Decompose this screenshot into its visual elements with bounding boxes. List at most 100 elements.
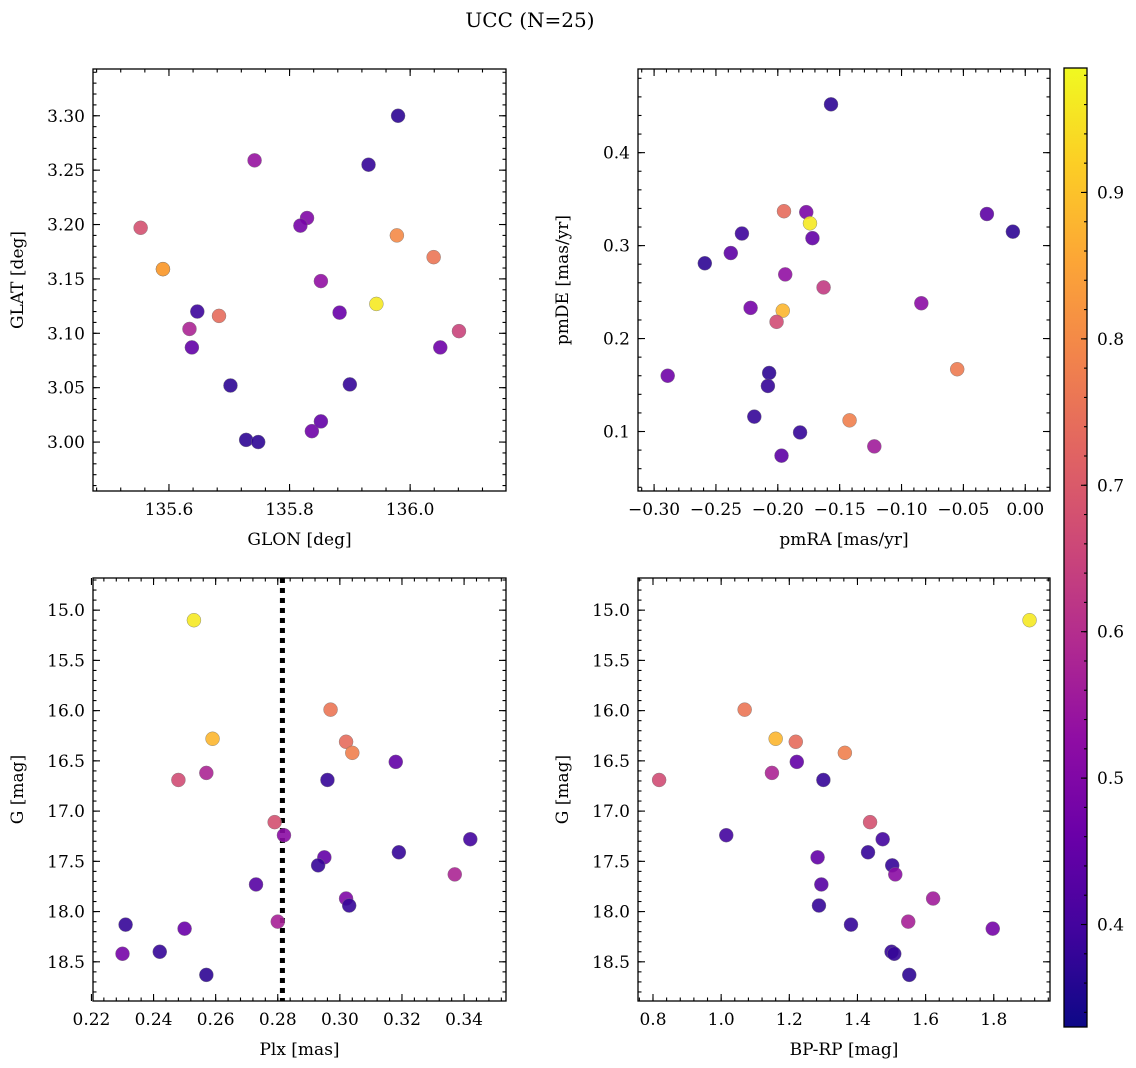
data-point [814,877,829,892]
data-point [184,340,200,355]
colorbar-tick-label: 0.6 [1097,623,1124,643]
y-tick-label: 0.1 [603,423,630,443]
data-point [293,218,308,233]
x-tick-label: −0.15 [814,500,866,520]
colorbar-tick-label: 0.5 [1097,769,1124,789]
data-point [342,377,358,392]
x-tick-label: −0.10 [875,500,927,520]
data-point [267,814,282,830]
data-point [190,304,205,319]
data-point [247,153,262,168]
data-point [177,921,192,936]
colorbar-tick-label: 0.9 [1097,183,1124,203]
data-point [837,745,853,761]
panel-2: −0.30 −0.25 −0.20 −0.15 −0.10 −0.05 0.00 0.1 0.2… [553,68,1051,550]
colorbar-tick-label: 0.4 [1097,916,1124,936]
figure-title: UCC (N=25) [465,8,594,32]
data-point [792,425,808,440]
data-point [211,308,227,324]
x-tick-label: 0.24 [135,1010,173,1030]
x-tick-label: −0.25 [690,500,742,520]
data-point [719,828,734,843]
data-point [1005,224,1021,239]
data-point [760,378,776,394]
x-tick-label: −0.20 [752,500,804,520]
x-tick-label: 0.34 [445,1010,483,1030]
data-point [133,220,148,235]
data-point [802,216,818,231]
data-point [451,323,467,339]
data-point [391,845,407,860]
data-point [811,898,827,913]
y-tick-label: 0.3 [603,237,630,257]
data-point [251,434,266,450]
data-point [338,734,354,749]
data-point [914,296,929,311]
data-point [737,702,752,717]
data-point [323,702,338,717]
data-point [743,300,758,316]
x-tick-label: 0.26 [197,1010,235,1030]
y-tick-label: 3.25 [47,161,85,181]
y-axis-label: G [mag] [8,755,28,824]
data-point [155,261,171,277]
data-point [875,832,890,847]
data-point [901,914,916,929]
x-tick-label: −0.05 [937,500,989,520]
data-point [764,765,780,781]
data-point [199,967,214,983]
data-point [238,432,254,448]
x-tick-label: 1.6 [912,1010,939,1030]
data-point [867,439,882,454]
data-point [778,267,793,282]
data-point [361,157,376,172]
data-point [313,414,329,429]
x-tick-label: 0.32 [383,1010,421,1030]
data-point [979,206,995,222]
data-point [270,914,285,929]
x-tick-label: 1.4 [844,1010,871,1030]
data-point [860,845,876,860]
data-point [389,228,405,243]
y-axis-label: pmDE [mas/yr] [553,215,573,345]
plot-frame [92,577,507,1002]
data-point [789,754,805,770]
data-point [697,256,713,271]
data-point [388,754,403,770]
data-point [223,378,238,393]
x-tick-label: 0.28 [259,1010,297,1030]
colorbar-tick-label: 0.7 [1097,476,1124,496]
y-tick-label: 18.0 [47,903,85,923]
data-point [304,423,320,439]
data-point [341,898,357,913]
y-tick-label: 18.5 [47,953,85,973]
data-point [320,772,335,788]
y-tick-label: 18.5 [592,953,630,973]
y-tick-label: 0.4 [603,144,630,164]
panel-3: 0.22 0.24 0.26 0.28 0.30 0.32 0.34 15.0 15.5 16.0… [8,577,507,1060]
data-point [723,245,738,261]
x-tick-label: −0.30 [628,500,680,520]
plot-frame [92,68,507,492]
data-point [823,97,839,112]
data-point [332,305,347,320]
y-tick-label: 16.5 [592,752,630,772]
data-point [950,362,965,377]
data-point [463,832,478,847]
data-point [747,409,762,424]
data-point [810,850,825,865]
data-point [862,814,878,830]
y-tick-label: 18.0 [592,903,630,923]
data-point [805,230,820,246]
data-point [768,731,783,746]
data-point [186,612,202,628]
x-axis-label: BP-RP [mag] [790,1040,899,1060]
y-tick-label: 15.5 [592,651,630,671]
data-point [118,917,133,932]
data-point [205,731,220,746]
data-point [774,448,789,463]
colorbar: 0.4 0.5 0.6 0.7 0.8 0.9 [1063,67,1124,1028]
y-tick-label: 0.2 [603,330,630,350]
data-point [433,340,448,355]
